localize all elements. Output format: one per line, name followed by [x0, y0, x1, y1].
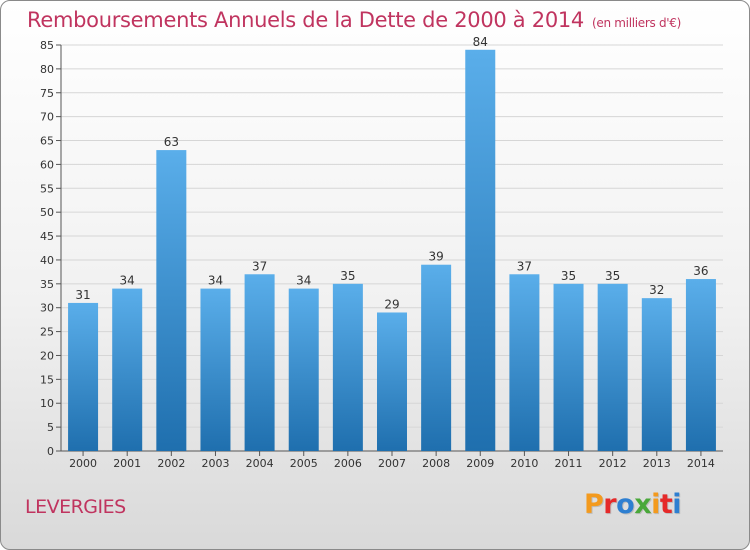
- y-tick-label-25: 25: [40, 326, 54, 339]
- data-label-2010: 37: [517, 259, 532, 273]
- logo-letter: i: [672, 489, 682, 520]
- bar-2011: [553, 283, 584, 451]
- proxiti-logo: Proxiti: [584, 489, 682, 520]
- bar-2008: [421, 264, 452, 451]
- bar-2006: [332, 283, 363, 451]
- data-label-2001: 34: [120, 274, 135, 288]
- y-tick-label-55: 55: [40, 182, 54, 195]
- x-tick-label-2000: 2000: [69, 457, 97, 470]
- y-tick-label-10: 10: [40, 397, 54, 410]
- commune-name: LEVERGIES: [25, 496, 126, 518]
- x-tick-label-2012: 2012: [599, 457, 627, 470]
- data-label-2011: 35: [561, 269, 576, 283]
- x-tick-label-2010: 2010: [510, 457, 538, 470]
- data-label-2008: 39: [428, 250, 443, 264]
- bar-2013: [641, 298, 672, 451]
- x-tick-label-2002: 2002: [157, 457, 185, 470]
- x-tick-label-2003: 2003: [201, 457, 229, 470]
- x-tick-label-2005: 2005: [290, 457, 318, 470]
- y-tick-label-15: 15: [40, 373, 54, 386]
- data-label-2013: 32: [649, 283, 664, 297]
- x-tick-label-2006: 2006: [334, 457, 362, 470]
- data-label-2000: 31: [75, 288, 90, 302]
- data-label-2007: 29: [384, 297, 399, 311]
- bar-2000: [68, 302, 99, 451]
- data-label-2009: 84: [473, 35, 488, 49]
- logo-letter: o: [616, 489, 635, 520]
- y-tick-label-5: 5: [47, 421, 54, 434]
- data-label-2006: 35: [340, 269, 355, 283]
- chart-unit: (en milliers d'€): [592, 16, 682, 30]
- data-label-2005: 34: [296, 274, 311, 288]
- bar-2014: [685, 279, 716, 451]
- x-tick-label-2001: 2001: [113, 457, 141, 470]
- x-tick-label-2014: 2014: [687, 457, 715, 470]
- bar-2003: [200, 288, 231, 451]
- logo-letter: x: [634, 489, 652, 520]
- bar-2002: [156, 150, 187, 452]
- y-tick-label-80: 80: [40, 63, 54, 76]
- bar-2012: [597, 283, 628, 451]
- x-tick-label-2004: 2004: [246, 457, 274, 470]
- chart-title-text: Remboursements Annuels de la Dette de 20…: [27, 8, 584, 32]
- y-tick-label-75: 75: [40, 87, 54, 100]
- bar-2001: [112, 288, 143, 451]
- y-tick-label-60: 60: [40, 158, 54, 171]
- bar-2010: [509, 274, 540, 451]
- y-tick-label-35: 35: [40, 278, 54, 291]
- bars: [68, 49, 716, 452]
- logo-letter: P: [584, 489, 604, 520]
- y-tick-label-20: 20: [40, 349, 54, 362]
- data-labels: 31 34 63 34 37 34 35 29 39 84 37 35 35 32 36: [75, 35, 708, 312]
- chart-title: Remboursements Annuels de la Dette de 20…: [27, 8, 681, 32]
- x-tick-label-2008: 2008: [422, 457, 450, 470]
- logo-letter: t: [659, 489, 673, 520]
- logo-letter: i: [651, 489, 660, 520]
- y-tick-label-65: 65: [40, 135, 54, 148]
- data-label-2003: 34: [208, 274, 223, 288]
- bar-2004: [244, 274, 275, 451]
- logo-letter: r: [603, 489, 617, 520]
- bar-2009: [465, 49, 496, 452]
- data-label-2012: 35: [605, 269, 620, 283]
- y-tick-label-30: 30: [40, 302, 54, 315]
- data-label-2004: 37: [252, 259, 267, 273]
- x-tick-label-2007: 2007: [378, 457, 406, 470]
- y-tick-label-85: 85: [40, 39, 54, 52]
- x-tick-label-2009: 2009: [466, 457, 494, 470]
- bar-2007: [377, 312, 407, 451]
- data-label-2002: 63: [164, 135, 179, 149]
- bar-2005: [288, 288, 319, 451]
- x-tick-label-2011: 2011: [555, 457, 583, 470]
- y-tick-label-70: 70: [40, 111, 54, 124]
- y-tick-label-0: 0: [47, 445, 54, 458]
- y-tick-label-45: 45: [40, 230, 54, 243]
- y-tick-label-50: 50: [40, 206, 54, 219]
- data-label-2014: 36: [693, 264, 708, 278]
- y-tick-label-40: 40: [40, 254, 54, 267]
- x-tick-label-2013: 2013: [643, 457, 671, 470]
